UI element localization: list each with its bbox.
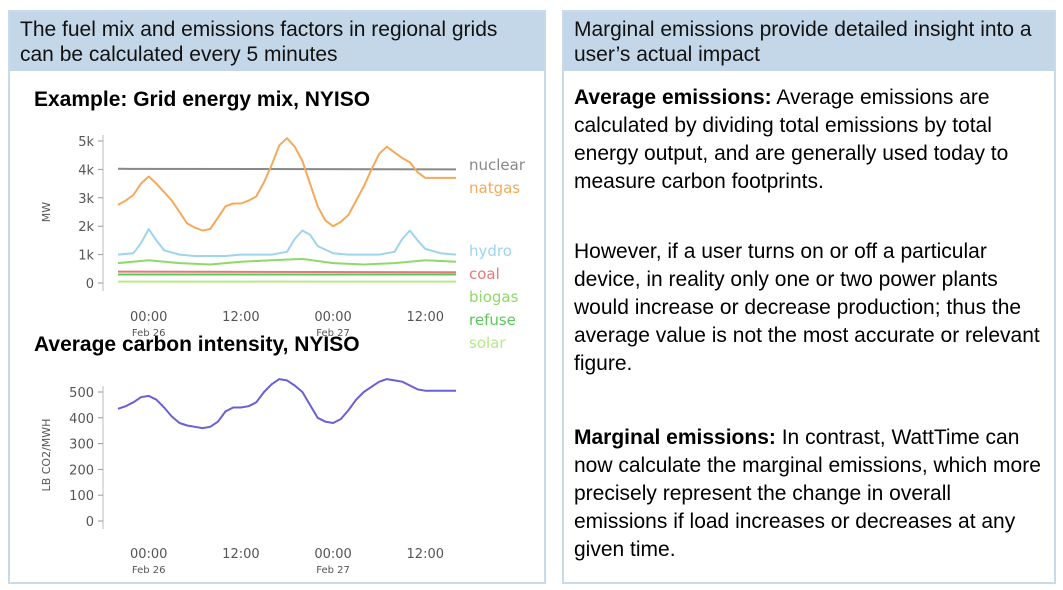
marginal-emissions-panel: Marginal emissions provide detailed insi… bbox=[562, 10, 1056, 584]
y-tick-label: 1k bbox=[78, 249, 94, 264]
legend-hydro: hydro bbox=[469, 242, 512, 260]
y-tick-label: 3k bbox=[78, 192, 94, 207]
marginal-emissions-label: Marginal emissions: bbox=[574, 426, 776, 449]
x-tick-label: 12:00 bbox=[222, 310, 259, 325]
x-tick-label: 00:00 bbox=[314, 310, 351, 325]
y-axis-label: LB CO2/MWH bbox=[40, 419, 53, 492]
x-tick-date-label: Feb 27 bbox=[316, 565, 350, 576]
series-line-coal bbox=[117, 270, 457, 274]
x-tick-date-label: Feb 26 bbox=[132, 328, 166, 339]
right-panel-header: Marginal emissions provide detailed insi… bbox=[564, 12, 1054, 71]
series-line-natgas bbox=[117, 137, 456, 232]
legend-refuse: refuse bbox=[469, 311, 516, 329]
x-tick-label: 00:00 bbox=[314, 547, 351, 562]
legend-biogas: biogas bbox=[469, 288, 519, 306]
x-tick-date-label: Feb 26 bbox=[132, 565, 166, 576]
y-tick-label: 200 bbox=[69, 463, 94, 478]
y-axis-label: MW bbox=[40, 202, 53, 222]
left-panel-header: The fuel mix and emissions factors in re… bbox=[10, 12, 544, 71]
series-line-nuclear bbox=[117, 167, 457, 171]
however-paragraph: However, if a user turns on or off a par… bbox=[574, 240, 1040, 375]
series-line-biogas bbox=[117, 257, 457, 266]
legend-coal: coal bbox=[469, 265, 500, 283]
x-tick-date-label: Feb 27 bbox=[316, 328, 350, 339]
series-line-hydro bbox=[117, 228, 457, 257]
y-tick-label: 0 bbox=[86, 277, 94, 292]
energy-mix-chart-title: Example: Grid energy mix, NYISO bbox=[34, 88, 371, 111]
marginal-emissions-paragraph: Marginal emissions: In contrast, WattTim… bbox=[574, 424, 1046, 564]
x-tick-label: 00:00 bbox=[130, 310, 167, 325]
y-tick-label: 2k bbox=[78, 220, 94, 235]
x-tick-label: 00:00 bbox=[130, 547, 167, 562]
carbon-intensity-chart-title: Average carbon intensity, NYISO bbox=[34, 333, 360, 356]
y-tick-label: 0 bbox=[86, 515, 94, 530]
legend-natgas: natgas bbox=[469, 179, 520, 197]
y-tick-label: 400 bbox=[69, 412, 94, 427]
y-tick-label: 4k bbox=[78, 163, 94, 178]
marginal-emissions-text: In contrast, WattTime can now calculate … bbox=[574, 426, 1041, 561]
legend-nuclear: nuclear bbox=[469, 156, 526, 174]
y-tick-label: 500 bbox=[69, 386, 94, 401]
series-line-carbon-intensity bbox=[117, 378, 456, 430]
fuel-mix-panel: The fuel mix and emissions factors in re… bbox=[8, 10, 546, 584]
y-tick-label: 5k bbox=[78, 135, 94, 150]
y-tick-label: 300 bbox=[69, 438, 94, 453]
x-tick-label: 12:00 bbox=[222, 547, 259, 562]
x-tick-label: 12:00 bbox=[407, 310, 444, 325]
average-emissions-label: Average emissions: bbox=[574, 86, 772, 109]
average-emissions-text: Average emissions are calculated by divi… bbox=[574, 86, 1009, 193]
average-emissions-paragraph: Average emissions: Average emissions are… bbox=[574, 84, 1046, 196]
x-tick-label: 12:00 bbox=[407, 547, 444, 562]
legend-solar: solar bbox=[469, 334, 506, 352]
y-tick-label: 100 bbox=[69, 489, 94, 504]
